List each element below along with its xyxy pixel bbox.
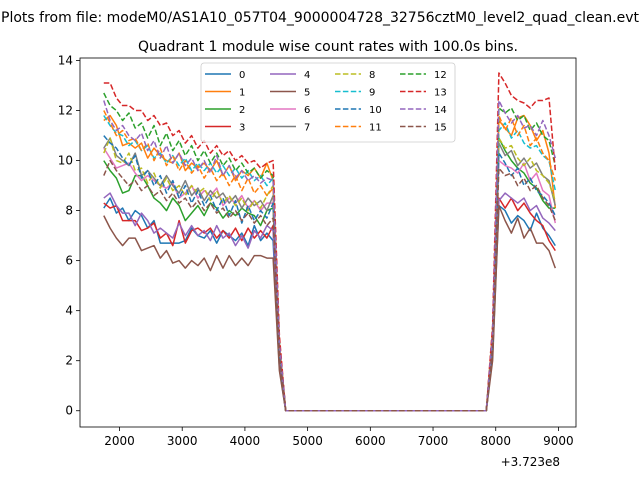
legend-label-12: 12	[434, 70, 447, 81]
series-line-8	[103, 137, 557, 412]
legend-label-3: 3	[239, 123, 245, 134]
y-tick-label: 12	[58, 104, 73, 118]
plot-lines	[103, 72, 557, 412]
y-axis: 0 2 4 6 8 10 12 14	[58, 54, 80, 418]
legend-label-7: 7	[304, 123, 310, 134]
legend-label-15: 15	[434, 123, 447, 134]
series-line-7	[103, 137, 557, 412]
legend-label-9: 9	[369, 88, 375, 99]
x-tick-label: 9000	[543, 434, 574, 448]
x-tick-label: 4000	[230, 434, 261, 448]
x-offset-label: +3.723e8	[501, 455, 560, 469]
legend-label-13: 13	[434, 88, 447, 99]
x-tick-label: 5000	[292, 434, 323, 448]
legend-label-14: 14	[434, 105, 447, 116]
legend-label-4: 4	[304, 70, 310, 81]
series-line-1	[103, 114, 557, 412]
legend-label-1: 1	[239, 88, 245, 99]
legend-label-0: 0	[239, 70, 245, 81]
legend-label-5: 5	[304, 88, 310, 99]
legend-label-8: 8	[369, 70, 375, 81]
x-tick-label: 7000	[418, 434, 449, 448]
x-tick-label: 3000	[167, 434, 198, 448]
series-line-9	[103, 115, 557, 412]
legend-label-6: 6	[304, 105, 310, 116]
legend-box	[200, 62, 456, 143]
x-tick-label: 8000	[480, 434, 511, 448]
chart-title: Quadrant 1 module wise count rates with …	[138, 39, 518, 55]
x-tick-label: 6000	[355, 434, 386, 448]
series-line-13	[103, 72, 557, 412]
series-line-0	[103, 197, 556, 412]
y-tick-label: 10	[58, 154, 73, 168]
y-tick-label: 14	[58, 54, 73, 68]
y-tick-label: 6	[65, 254, 73, 268]
series-line-4	[103, 192, 556, 412]
series-line-14	[103, 99, 557, 412]
y-tick-label: 0	[65, 404, 73, 418]
y-tick-label: 8	[65, 204, 73, 218]
series-line-3	[103, 197, 556, 412]
y-tick-label: 2	[65, 354, 73, 368]
y-tick-label: 4	[65, 304, 73, 318]
series-line-10	[103, 135, 556, 412]
series-line-15	[103, 159, 556, 412]
legend-label-2: 2	[239, 105, 245, 116]
legend-label-11: 11	[369, 123, 382, 134]
x-tick-label: 2000	[104, 434, 135, 448]
series-line-2	[103, 137, 556, 412]
plot-frame	[79, 57, 577, 428]
x-axis: 2000 3000 4000 5000 6000 7000 8000 9000	[104, 427, 574, 448]
legend-label-10: 10	[369, 105, 382, 116]
figure-suptitle: Plots from file: modeM0/AS1A10_057T04_90…	[1, 10, 639, 26]
